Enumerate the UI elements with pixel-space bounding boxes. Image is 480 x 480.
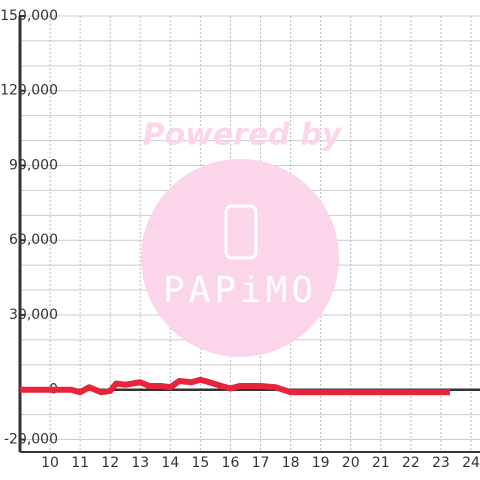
x-tick-label: 19 [312,455,330,471]
x-tick-label: 24 [462,455,480,471]
x-tick-label: 18 [282,455,300,471]
y-tick-label: 30,000 [9,307,58,323]
x-tick-label: 13 [131,455,149,471]
y-tick-label: 150,000 [0,8,58,24]
x-tick-label: 17 [252,455,270,471]
x-tick-label: 15 [191,455,209,471]
x-tick-label: 21 [372,455,390,471]
watermark: Powered by PAPiMO [141,118,343,357]
x-tick-label: 14 [161,455,179,471]
y-tick-label: 120,000 [0,83,58,99]
x-tick-label: 23 [432,455,450,471]
x-tick-label: 20 [342,455,360,471]
watermark-icon [224,204,258,260]
x-tick-label: 11 [71,455,89,471]
y-tick-label: 90,000 [9,157,58,173]
x-tick-label: 16 [222,455,240,471]
watermark-text: Powered by [143,118,343,153]
watermark-logo: PAPiMO [163,270,317,311]
y-tick-label: 60,000 [9,232,58,248]
x-tick-label: 22 [402,455,420,471]
x-tick-label: 12 [101,455,119,471]
data-line [20,376,450,396]
x-tick-label: 10 [41,455,59,471]
y-tick-label: -20,000 [4,432,58,448]
